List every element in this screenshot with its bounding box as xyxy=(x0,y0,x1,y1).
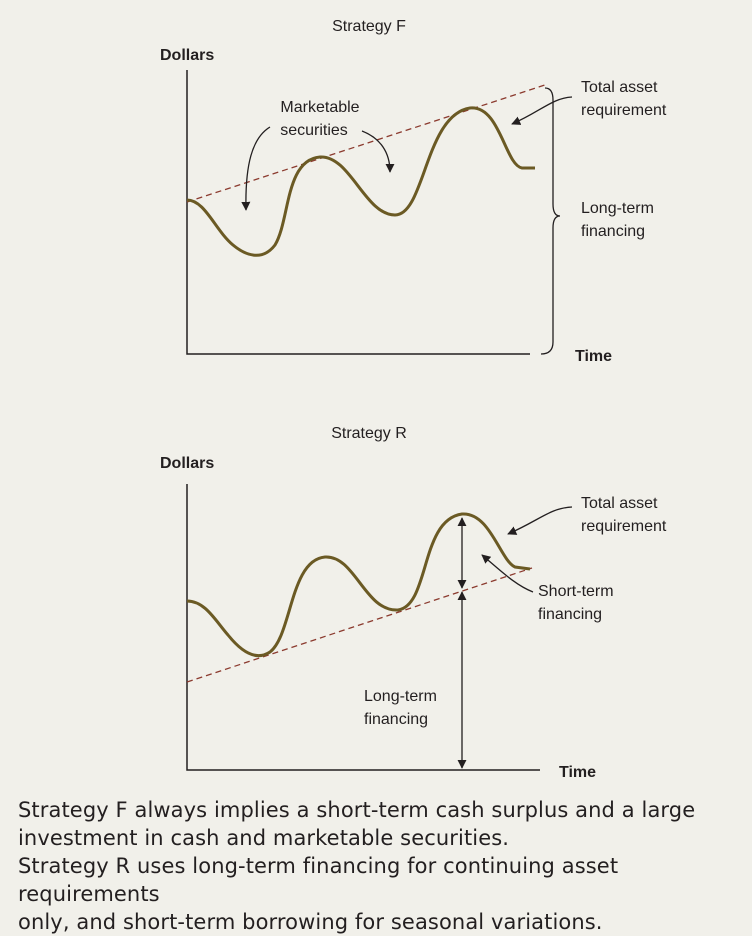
strategy-r-y-axis-label: Dollars xyxy=(160,455,214,472)
strategy-r-total-label-line2: requirement xyxy=(581,518,667,535)
strategy-f-longterm-label-line2: financing xyxy=(581,223,645,240)
strategy-f-panel: Strategy F Dollars Time Marketable secur… xyxy=(160,18,667,365)
strategy-r-shortterm-label-line1: Short-term xyxy=(538,583,614,600)
strategy-f-trend-line xyxy=(186,83,549,203)
strategy-r-trend-line xyxy=(186,567,533,683)
strategy-f-total-arrow xyxy=(511,96,573,125)
marketable-securities-label-line1: Marketable xyxy=(280,99,359,116)
strategy-r-title: Strategy R xyxy=(331,425,407,442)
strategy-r-shortterm-arrow xyxy=(481,554,534,593)
strategy-f-longterm-label-line1: Long-term xyxy=(581,200,654,217)
strategy-f-axes xyxy=(186,70,530,355)
diagram-canvas: Strategy F Dollars Time Marketable secur… xyxy=(160,18,667,781)
strategy-r-longterm-label-line1: Long-term xyxy=(364,688,437,705)
strategy-r-axes xyxy=(186,484,540,771)
long-term-brace xyxy=(540,87,561,355)
strategy-f-total-label-line1: Total asset xyxy=(581,79,658,96)
strategy-r-x-axis-label: Time xyxy=(559,764,596,781)
strategy-r-total-label-line1: Total asset xyxy=(581,495,658,512)
caption-line-4: only, and short-term borrowing for seaso… xyxy=(18,910,603,934)
marketable-arrow-right xyxy=(361,130,395,173)
caption-line-2: investment in cash and marketable securi… xyxy=(18,826,510,850)
strategy-r-shortterm-label-line2: financing xyxy=(538,606,602,623)
strategy-f-total-label-line2: requirement xyxy=(581,102,667,119)
strategy-r-total-arrow xyxy=(507,506,573,535)
strategy-r-asset-curve xyxy=(186,512,531,658)
strategy-r-longterm-label-line2: financing xyxy=(364,711,428,728)
caption-block: Strategy F always implies a short-term c… xyxy=(18,796,752,936)
strategy-f-x-axis-label: Time xyxy=(575,348,612,365)
caption-line-3: Strategy R uses long-term financing for … xyxy=(18,854,619,906)
marketable-arrow-left xyxy=(241,126,271,211)
strategy-f-y-axis-label: Dollars xyxy=(160,47,214,64)
strategy-f-title: Strategy F xyxy=(332,18,406,35)
strategy-r-panel: Strategy R Dollars Time Total asset requ… xyxy=(160,425,667,781)
marketable-securities-label-line2: securities xyxy=(280,122,348,139)
strategy-f-asset-curve xyxy=(186,106,535,257)
caption-line-1: Strategy F always implies a short-term c… xyxy=(18,798,696,822)
